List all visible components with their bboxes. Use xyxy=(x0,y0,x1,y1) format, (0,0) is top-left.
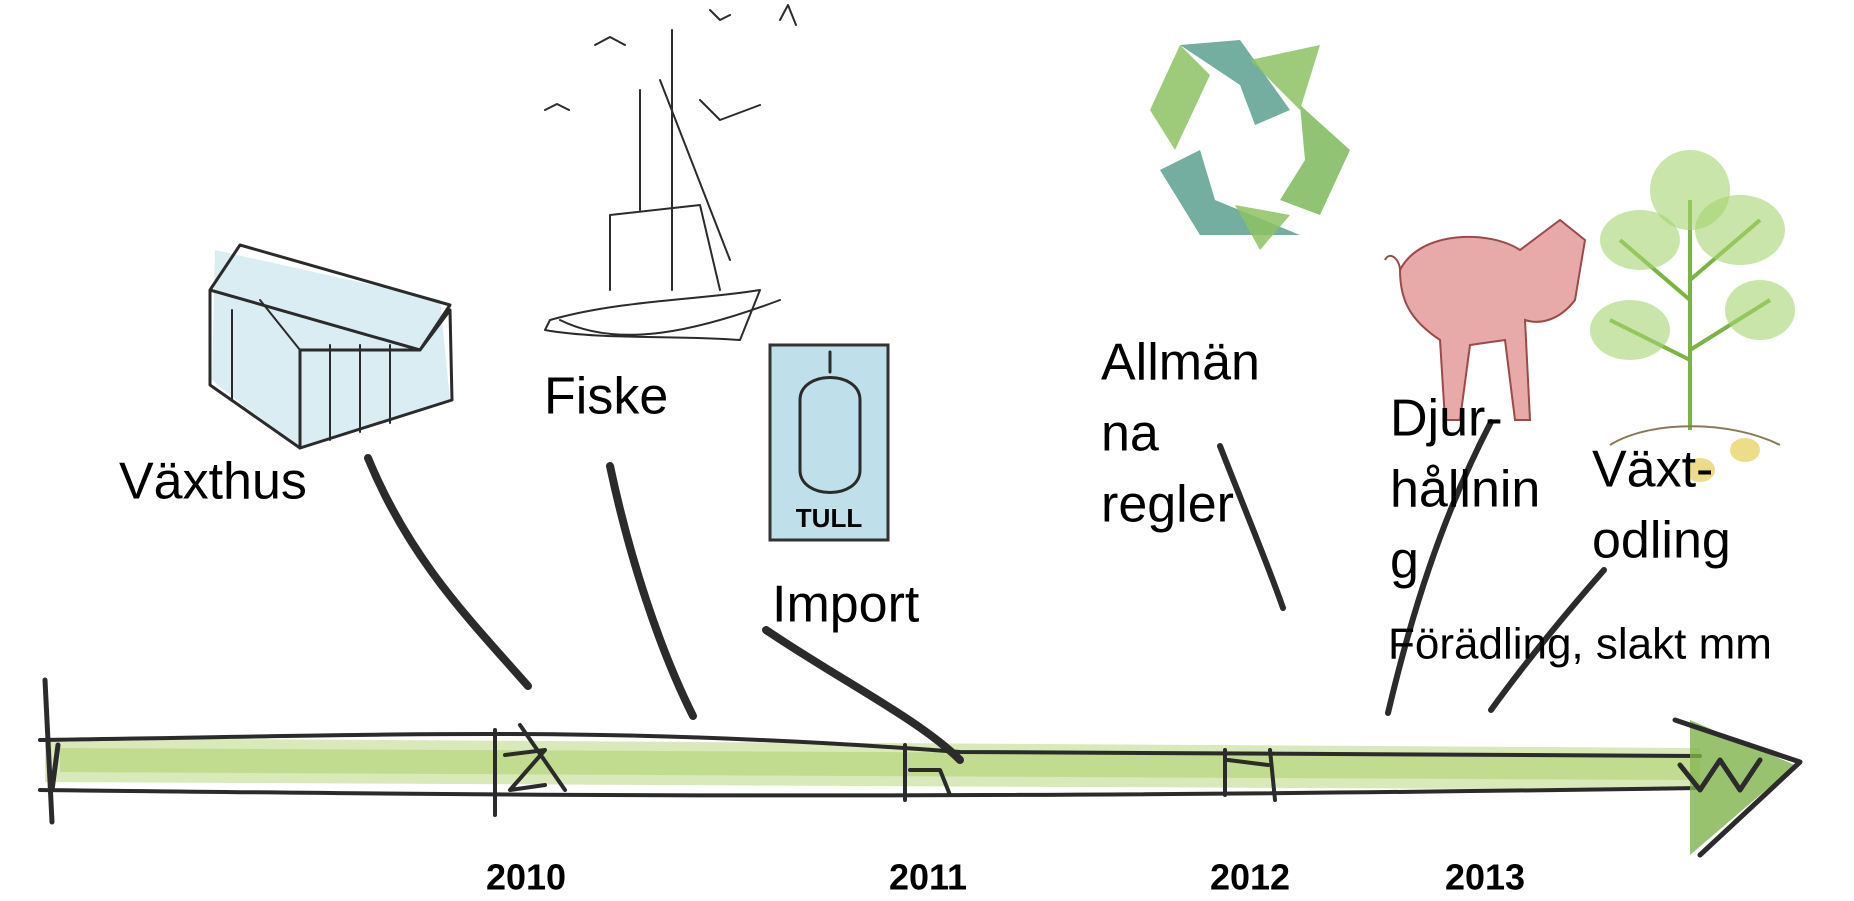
timeline-bar xyxy=(40,680,1800,855)
boat-icon xyxy=(545,5,796,340)
sign-text: TULL xyxy=(796,503,863,533)
recycle-icon xyxy=(1150,40,1350,250)
year-label: 2012 xyxy=(1210,857,1290,898)
event-label: na xyxy=(1101,405,1159,463)
customs-icon: TULL xyxy=(770,345,888,540)
year-label: 2013 xyxy=(1445,857,1525,898)
event-label: odling xyxy=(1592,512,1731,570)
event-label: regler xyxy=(1101,476,1234,534)
event-label: Import xyxy=(772,576,920,634)
event-label: hållnin xyxy=(1390,461,1540,519)
plant-icon xyxy=(1590,150,1795,482)
greenhouse-icon xyxy=(210,245,452,450)
event-label: Djur- xyxy=(1390,390,1503,448)
event-label: Fiske xyxy=(544,368,668,426)
event-label: g xyxy=(1390,532,1419,590)
event-label: Förädling, slakt mm xyxy=(1388,620,1772,669)
timeline-slide: TULL Växthus Fiske Import Allmän na regler Dju… xyxy=(0,0,1854,901)
event-label: Växthus xyxy=(119,453,307,511)
event-label: Allmän xyxy=(1101,334,1260,392)
event-label: Växt- xyxy=(1592,441,1713,499)
year-labels: 2010 2011 2012 2013 xyxy=(486,857,1525,898)
year-label: 2011 xyxy=(889,857,967,898)
year-label: 2010 xyxy=(486,857,566,898)
